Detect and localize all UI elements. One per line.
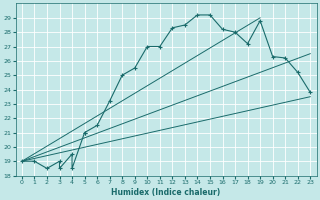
X-axis label: Humidex (Indice chaleur): Humidex (Indice chaleur) [111,188,221,197]
